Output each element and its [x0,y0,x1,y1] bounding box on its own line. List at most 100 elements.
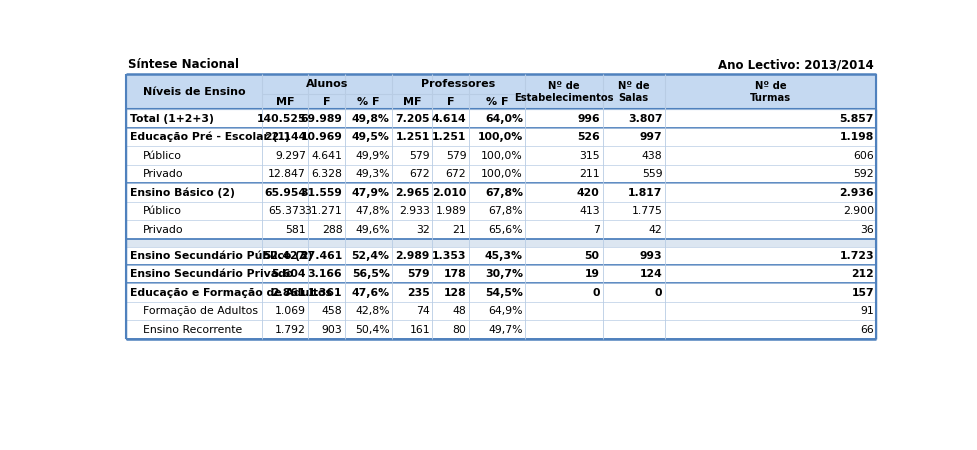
Text: Educação e Formação de Adultos: Educação e Formação de Adultos [130,288,331,298]
Text: 2.861: 2.861 [272,288,306,298]
Text: 420: 420 [576,188,599,198]
Text: Público: Público [143,151,182,161]
Text: MF: MF [276,97,294,107]
Bar [126,247,875,265]
Text: Síntese Nacional: Síntese Nacional [128,58,239,71]
Bar [126,284,875,302]
Bar [126,265,875,284]
Text: 606: 606 [852,151,873,161]
Text: 124: 124 [639,269,661,279]
Text: 0: 0 [655,288,661,298]
Text: 47,6%: 47,6% [351,288,389,298]
Text: 5.857: 5.857 [839,114,873,124]
Bar [126,109,875,128]
Bar [126,74,875,109]
Text: 56,5%: 56,5% [352,269,389,279]
Text: Nº de
Estabelecimentos: Nº de Estabelecimentos [513,81,613,103]
Text: 10.969: 10.969 [300,132,342,142]
Text: 100,0%: 100,0% [481,151,523,161]
Text: 211: 211 [578,169,599,179]
Bar [126,146,875,165]
Text: Nº de
Salas: Nº de Salas [617,81,649,103]
Text: 526: 526 [576,132,599,142]
Text: 31.559: 31.559 [300,188,342,198]
Text: Professores: Professores [421,79,495,89]
Text: 27.461: 27.461 [300,251,342,261]
Text: 4.614: 4.614 [431,114,466,124]
Text: 21: 21 [452,225,466,234]
Text: 74: 74 [416,306,430,316]
Text: 1.069: 1.069 [275,306,306,316]
Text: 212: 212 [850,269,873,279]
Text: 12.847: 12.847 [268,169,306,179]
Text: 2.936: 2.936 [838,188,873,198]
Text: 9.297: 9.297 [275,151,306,161]
Text: 3.166: 3.166 [308,269,342,279]
Text: 903: 903 [321,324,342,335]
Text: 100,0%: 100,0% [481,169,523,179]
Text: 581: 581 [285,225,306,234]
Text: 7.205: 7.205 [395,114,430,124]
Bar [126,239,875,247]
Text: 49,7%: 49,7% [488,324,523,335]
Bar [126,202,875,220]
Text: Ano Lectivo: 2013/2014: Ano Lectivo: 2013/2014 [717,58,873,71]
Text: 65.373: 65.373 [268,206,306,216]
Text: 579: 579 [446,151,466,161]
Bar [126,183,875,202]
Text: 65.954: 65.954 [264,188,306,198]
Text: 19: 19 [584,269,599,279]
Text: 235: 235 [406,288,430,298]
Text: 592: 592 [853,169,873,179]
Text: 157: 157 [851,288,873,298]
Text: 69.989: 69.989 [300,114,342,124]
Text: 1.792: 1.792 [275,324,306,335]
Text: Educação Pré - Escolar (1): Educação Pré - Escolar (1) [130,132,289,142]
Text: 672: 672 [409,169,430,179]
Text: 47,8%: 47,8% [355,206,389,216]
Text: 64,9%: 64,9% [488,306,523,316]
Text: 1.353: 1.353 [432,251,466,261]
Text: 7: 7 [592,225,599,234]
Text: 54,5%: 54,5% [485,288,523,298]
Text: 49,9%: 49,9% [355,151,389,161]
Text: Ensino Secundário Privado: Ensino Secundário Privado [130,269,293,279]
Text: 559: 559 [641,169,661,179]
Text: 50,4%: 50,4% [355,324,389,335]
Text: 413: 413 [578,206,599,216]
Text: 1.989: 1.989 [435,206,466,216]
Text: Formação de Adultos: Formação de Adultos [143,306,258,316]
Text: 36: 36 [860,225,873,234]
Text: 22.144: 22.144 [264,132,306,142]
Text: Ensino Secundário Público (3): Ensino Secundário Público (3) [130,251,313,261]
Text: Nº de
Turmas: Nº de Turmas [749,81,790,103]
Text: MF: MF [403,97,421,107]
Text: 997: 997 [639,132,661,142]
Text: 1.251: 1.251 [395,132,430,142]
Text: 48: 48 [452,306,466,316]
Text: 65,6%: 65,6% [488,225,523,234]
Text: 2.965: 2.965 [395,188,430,198]
Text: Total (1+2+3): Total (1+2+3) [130,114,214,124]
Text: Ensino Básico (2): Ensino Básico (2) [130,187,234,198]
Text: 438: 438 [641,151,661,161]
Text: F: F [322,97,330,107]
Text: Alunos: Alunos [306,79,348,89]
Text: 30,7%: 30,7% [485,269,523,279]
Text: 91: 91 [860,306,873,316]
Text: 50: 50 [584,251,599,261]
Text: 67,8%: 67,8% [485,188,523,198]
Text: 996: 996 [576,114,599,124]
Text: 100,0%: 100,0% [477,132,523,142]
Bar [126,302,875,320]
Text: 1.361: 1.361 [308,288,342,298]
Text: 0: 0 [591,288,599,298]
Text: 3.807: 3.807 [627,114,661,124]
Text: 6.328: 6.328 [311,169,342,179]
Text: 4.641: 4.641 [311,151,342,161]
Text: 52,4%: 52,4% [352,251,389,261]
Text: 49,6%: 49,6% [355,225,389,234]
Text: 2.933: 2.933 [399,206,430,216]
Text: 31.271: 31.271 [304,206,342,216]
Text: 2.010: 2.010 [432,188,466,198]
